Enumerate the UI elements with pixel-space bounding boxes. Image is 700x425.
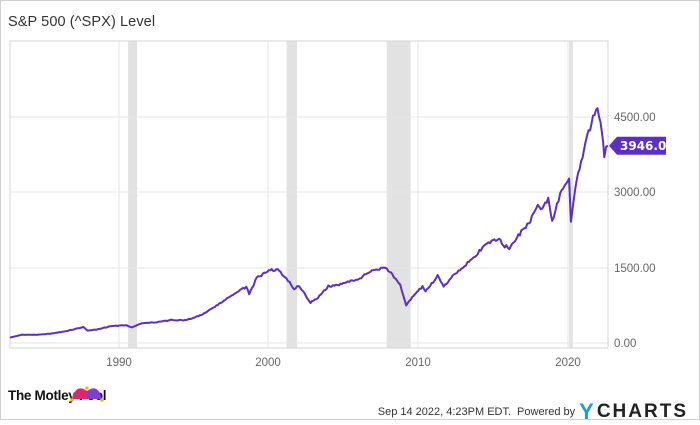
y-tick-label: 0.00 xyxy=(614,338,636,350)
recession-band xyxy=(386,41,411,348)
timestamp: Sep 14 2022, 4:23PM EDT. xyxy=(377,406,512,418)
plot-area-border xyxy=(9,40,609,349)
chart-attribution: Sep 14 2022, 4:23PM EDT. Powered by Y CH… xyxy=(378,399,688,425)
x-axis-labels: 1990 2000 2010 2020 xyxy=(106,357,581,369)
motley-fool-logo: The Motley Fool xyxy=(8,386,107,403)
sp500-line xyxy=(9,107,609,339)
y-tick-label: 4500.00 xyxy=(614,112,656,124)
chart-title: S&P 500 (^SPX) Level xyxy=(8,14,156,30)
recession-band xyxy=(286,41,298,348)
ycharts-y-icon: Y xyxy=(579,399,596,424)
ycharts-logo[interactable]: Y CHARTS xyxy=(579,399,688,425)
recession-bands xyxy=(128,41,573,348)
last-value-tag-shape xyxy=(609,136,666,155)
recession-band xyxy=(128,41,138,348)
last-value-text: 3946.01 xyxy=(620,139,675,153)
x-tick-label: 2020 xyxy=(555,357,581,369)
x-tick-label: 1990 xyxy=(106,357,132,369)
ycharts-wordmark: CHARTS xyxy=(596,401,688,422)
y-axis-labels: 4500.00 3000.00 1500.00 0.00 xyxy=(614,112,656,350)
powered-by-text: Powered by xyxy=(517,406,576,418)
y-tick-label: 1500.00 xyxy=(614,263,656,275)
last-value-tag: 3946.01 xyxy=(609,136,675,155)
x-tick-label: 2010 xyxy=(405,357,431,369)
y-tick-label: 3000.00 xyxy=(614,187,656,199)
recession-band xyxy=(569,41,573,348)
jester-hat-icon xyxy=(70,386,105,402)
x-tick-label: 2000 xyxy=(255,357,281,369)
gridlines xyxy=(10,41,608,348)
